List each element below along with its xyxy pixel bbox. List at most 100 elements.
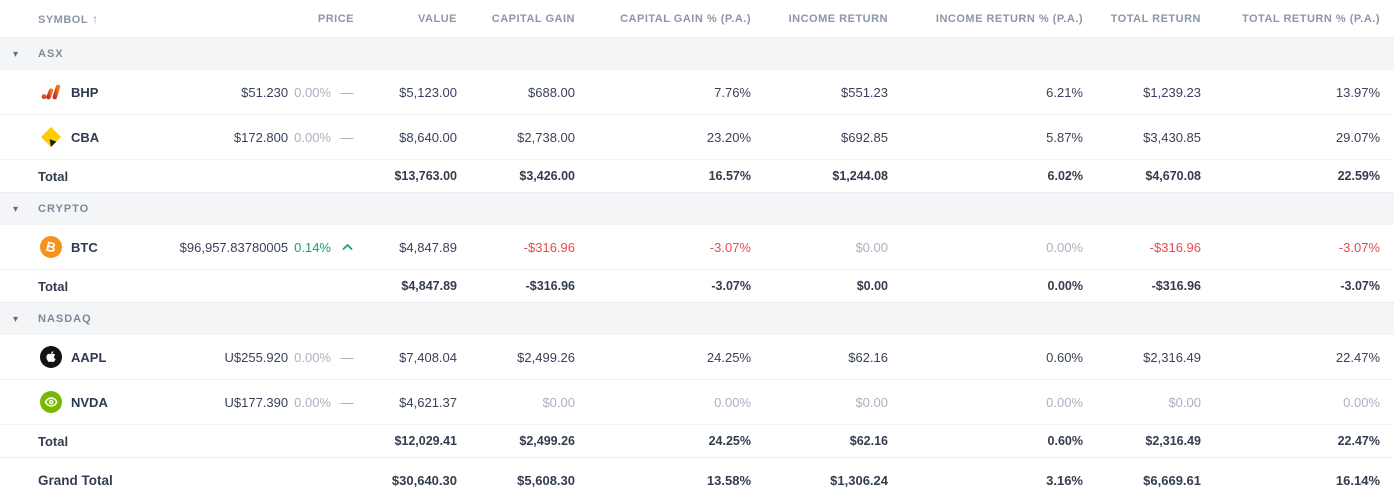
- value-cell: $4,847.89: [399, 239, 457, 255]
- holding-row-aapl[interactable]: AAPL U$255.920 0.00% — $7,408.04 $2,499.26 24.…: [0, 335, 1394, 380]
- value-cell: $2,738.00: [517, 129, 575, 145]
- total-value-cell: 22.47%: [1337, 434, 1380, 448]
- value-cell: 6.21%: [1046, 84, 1083, 100]
- aapl-logo-icon: [40, 346, 62, 368]
- value-cell: $0.00: [855, 394, 888, 410]
- symbol-label: BTC: [71, 239, 98, 255]
- value-cell: 13.97%: [1335, 84, 1380, 100]
- table-header: SYMBOL ↑ PRICE VALUE CAPITAL GAIN CAPITAL GAI…: [0, 0, 1394, 38]
- btc-logo-icon: B: [40, 236, 62, 258]
- value-cell: $2,499.26: [517, 349, 575, 365]
- nvda-logo-icon: [40, 391, 62, 413]
- svg-text:B: B: [45, 239, 58, 256]
- price-cell: $51.230 0.00% —: [163, 85, 354, 100]
- collapse-group-icon[interactable]: ▾: [13, 313, 19, 325]
- price-cell: $96,957.83780005 0.14%: [163, 240, 354, 255]
- total-value-cell: -$316.96: [1151, 279, 1201, 293]
- column-header-label: SYMBOL: [38, 13, 89, 26]
- no-change-dash-icon: —: [340, 84, 354, 100]
- value-cell: 22.47%: [1335, 349, 1380, 365]
- column-header-income-return-p-a[interactable]: INCOME RETURN % (P.A.): [888, 13, 1083, 25]
- value-cell: 0.00%: [1343, 394, 1380, 410]
- column-header-income-return[interactable]: INCOME RETURN: [751, 13, 888, 25]
- value-cell: $1,239.23: [1143, 84, 1201, 100]
- price-change: 0.00%: [294, 129, 331, 145]
- price-change: 0.00%: [294, 394, 331, 410]
- group-name: ASX: [38, 48, 64, 60]
- column-header-symbol[interactable]: SYMBOL ↑: [0, 12, 163, 26]
- price-value: $96,957.83780005: [179, 239, 289, 255]
- column-header-total-return-p-a[interactable]: TOTAL RETURN % (P.A.): [1201, 13, 1380, 25]
- value-cell: $0.00: [855, 239, 888, 255]
- column-header-label: TOTAL RETURN: [1110, 12, 1201, 25]
- grand-total-row: Grand Total $30,640.30 $5,608.30 13.58% $1,3…: [0, 458, 1394, 502]
- price-change: 0.00%: [294, 349, 331, 365]
- value-cell: 0.00%: [1046, 394, 1083, 410]
- grand-total-label: Grand Total: [38, 472, 113, 488]
- column-header-total-return[interactable]: TOTAL RETURN: [1083, 13, 1201, 25]
- total-value-cell: 24.25%: [708, 434, 751, 448]
- column-header-capital-gain-p-a[interactable]: CAPITAL GAIN % (P.A.): [575, 13, 751, 25]
- group-row-crypto[interactable]: ▾ CRYPTO: [0, 193, 1394, 225]
- column-header-label: PRICE: [317, 12, 354, 25]
- holding-row-btc[interactable]: B BTC $96,957.83780005 0.14% $4,847.89 -$316.…: [0, 225, 1394, 270]
- column-header-label: INCOME RETURN % (P.A.): [935, 12, 1083, 25]
- symbol-cell: NVDA: [0, 391, 163, 413]
- total-label: Total: [38, 433, 69, 449]
- column-header-label: INCOME RETURN: [788, 12, 888, 25]
- total-value-cell: $0.00: [856, 279, 888, 293]
- price-cell: $172.800 0.00% —: [163, 130, 354, 145]
- total-value-cell: $1,244.08: [832, 169, 888, 183]
- total-value-cell: $62.16: [849, 434, 888, 448]
- total-value-cell: $3,426.00: [519, 169, 575, 183]
- grand-total-value-cell: $1,306.24: [830, 472, 888, 488]
- total-value-cell: -3.07%: [711, 279, 751, 293]
- column-header-label: VALUE: [418, 12, 457, 25]
- symbol-label: BHP: [71, 84, 99, 100]
- grand-total-value-cell: 16.14%: [1335, 472, 1380, 488]
- value-cell: $0.00: [542, 394, 575, 410]
- value-cell: 23.20%: [706, 129, 751, 145]
- collapse-group-icon[interactable]: ▾: [13, 203, 19, 215]
- column-header-label: CAPITAL GAIN: [491, 12, 575, 25]
- grand-total-value-cell: 3.16%: [1046, 472, 1083, 488]
- value-cell: $3,430.85: [1143, 129, 1201, 145]
- value-cell: -3.07%: [1338, 239, 1380, 255]
- price-cell: U$177.390 0.00% —: [163, 395, 354, 410]
- group-row-nasdaq[interactable]: ▾ NASDAQ: [0, 303, 1394, 335]
- price-value: U$177.390: [224, 394, 289, 410]
- group-name: NASDAQ: [38, 313, 92, 325]
- price-value: U$255.920: [224, 349, 289, 365]
- value-cell: $4,621.37: [399, 394, 457, 410]
- holding-row-cba[interactable]: CBA $172.800 0.00% — $8,640.00 $2,738.00 23.20…: [0, 115, 1394, 160]
- symbol-label: NVDA: [71, 394, 108, 410]
- total-label: Total: [38, 278, 69, 294]
- total-value-cell: 6.02%: [1047, 169, 1083, 183]
- holding-row-nvda[interactable]: NVDA U$177.390 0.00% — $4,621.37 $0.00 0.00% $0…: [0, 380, 1394, 425]
- symbol-cell: AAPL: [0, 346, 163, 368]
- value-cell: 5.87%: [1046, 129, 1083, 145]
- value-cell: 7.76%: [714, 84, 751, 100]
- symbol-label: CBA: [71, 129, 100, 145]
- symbol-cell: BHP: [0, 81, 163, 103]
- value-cell: $688.00: [528, 84, 575, 100]
- collapse-group-icon[interactable]: ▾: [13, 48, 19, 60]
- group-total-row-crypto: Total $4,847.89 -$316.96 -3.07% $0.00 0.00% -$…: [0, 270, 1394, 303]
- value-cell: -$316.96: [1149, 239, 1201, 255]
- grand-total-value-cell: 13.58%: [706, 472, 751, 488]
- value-cell: $7,408.04: [399, 349, 457, 365]
- total-value-cell: 0.00%: [1047, 279, 1083, 293]
- column-header-label: CAPITAL GAIN % (P.A.): [620, 12, 751, 25]
- price-change: 0.14%: [294, 239, 331, 255]
- value-cell: 0.60%: [1046, 349, 1083, 365]
- change-up-icon: [340, 243, 354, 251]
- column-header-value[interactable]: VALUE: [354, 13, 457, 25]
- symbol-label: AAPL: [71, 349, 107, 365]
- value-cell: 0.00%: [1046, 239, 1083, 255]
- group-row-asx[interactable]: ▾ ASX: [0, 38, 1394, 70]
- holding-row-bhp[interactable]: BHP $51.230 0.00% — $5,123.00 $688.00 7.76% $55…: [0, 70, 1394, 115]
- value-cell: $62.16: [848, 349, 888, 365]
- column-header-label: TOTAL RETURN % (P.A.): [1241, 12, 1380, 25]
- column-header-capital-gain[interactable]: CAPITAL GAIN: [457, 13, 575, 25]
- column-header-price[interactable]: PRICE: [163, 13, 354, 25]
